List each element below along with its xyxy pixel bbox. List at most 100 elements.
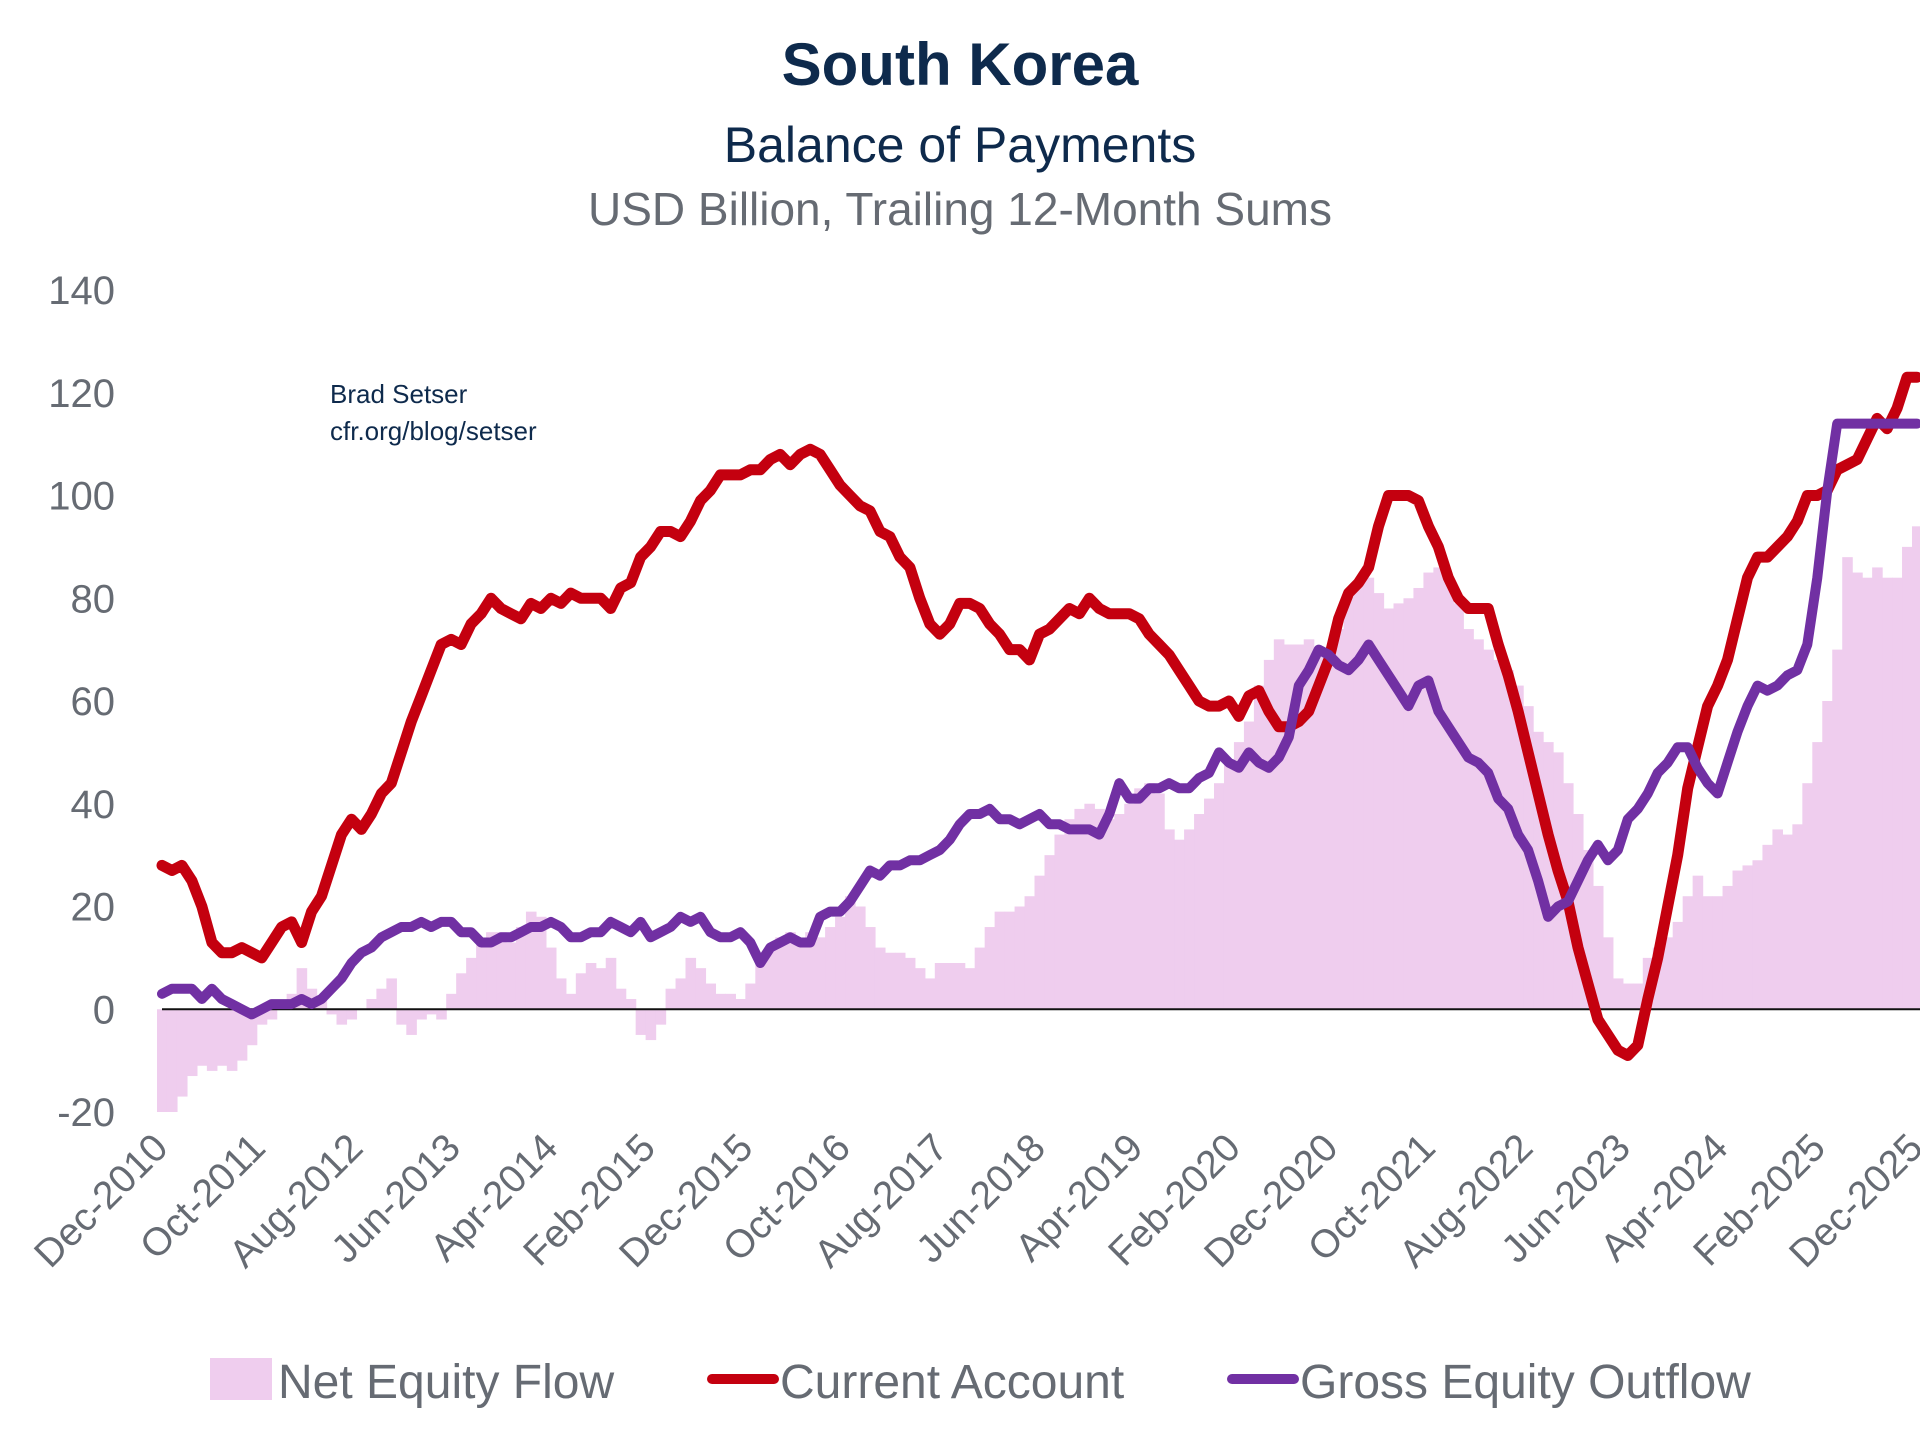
net-equity-flow-bar [1433,567,1444,1010]
net-equity-flow-bar [456,973,467,1010]
x-axis: Dec-2010Oct-2011Aug-2012Jun-2013Apr-2014… [26,1126,1920,1276]
net-equity-flow-bar [1682,896,1694,1010]
net-equity-flow-bar [1712,896,1724,1010]
net-equity-flow-bar [1453,603,1464,1010]
net-equity-flow-bar [466,957,477,1010]
annotation-author: Brad Setser [330,379,468,409]
net-equity-flow-bar [226,1009,238,1071]
net-equity-flow-bar [825,927,836,1010]
net-equity-flow-bar [1014,906,1026,1010]
net-equity-flow-bar [665,988,677,1010]
net-equity-flow-bar [685,957,697,1010]
net-equity-flow-bar [894,952,906,1010]
net-equity-flow-bar [884,952,896,1010]
net-equity-flow-bar [336,1009,348,1025]
net-equity-flow-bar [1612,978,1624,1010]
net-equity-flow-bar [904,957,916,1010]
net-equity-flow-bar [735,998,746,1010]
net-equity-flow-bar [645,1009,657,1041]
net-equity-flow-bar [1572,814,1584,1010]
net-equity-flow-bar [1134,788,1145,1010]
chart-units: USD Billion, Trailing 12-Month Sums [588,183,1332,235]
net-equity-flow-bar [1493,659,1504,1010]
net-equity-flow-bar [994,911,1006,1010]
net-equity-flow-bar [1622,983,1634,1010]
net-equity-flow-bar [715,993,726,1010]
net-equity-flow-bar [974,947,986,1010]
net-equity-flow-bar [1323,659,1335,1010]
y-tick-label: 40 [71,783,116,827]
net-equity-flow-bar [376,988,387,1010]
net-equity-flow-bar [1752,860,1764,1010]
net-equity-flow-bar [246,1009,258,1046]
net-equity-flow-bar [1253,685,1265,1010]
net-equity-flow-bar [745,983,756,1010]
net-equity-flow-bar [436,1009,447,1020]
net-equity-flow-bar [595,968,607,1010]
net-equity-flow-bar [835,916,846,1010]
net-equity-flow-bar [565,993,577,1010]
net-equity-flow-bar [635,1009,647,1035]
net-equity-flow-bar [1862,577,1873,1010]
net-equity-flow-bar [815,937,826,1010]
net-equity-flow-bar [964,968,976,1010]
net-equity-flow-bar [396,1009,407,1025]
net-equity-flow-bar [1802,783,1813,1010]
net-equity-flow-bar [1164,829,1175,1010]
net-equity-flow-bar [1543,742,1554,1010]
net-equity-flow-bar [515,927,527,1010]
net-equity-flow-bar [535,916,547,1010]
net-equity-flow-bar [1034,875,1046,1010]
y-tick-label: 100 [48,475,115,519]
net-equity-flow-bar [1423,572,1434,1010]
net-equity-flow-bar [236,1009,248,1061]
net-equity-flow-bar [525,911,537,1010]
net-equity-flow-bar [1762,844,1774,1010]
net-equity-flow-bar [1174,839,1185,1010]
net-equity-flow-bar [1722,885,1734,1010]
net-equity-flow-bar [1443,577,1454,1010]
net-equity-flow-bar [625,998,637,1010]
y-tick-label: -20 [57,1091,115,1135]
net-equity-flow-bar [675,978,687,1010]
net-equity-flow-bar [1283,644,1295,1010]
net-equity-flow-bar [1852,572,1863,1010]
y-tick-label: 140 [48,269,115,313]
net-equity-flow-bar [186,1009,198,1077]
net-equity-flow-bar [1214,783,1225,1010]
net-equity-flow-bar [1144,783,1155,1010]
net-equity-flow-bar [1662,937,1674,1010]
net-equity-flow-bar [874,947,886,1010]
net-equity-flow-bar [1632,983,1644,1010]
y-tick-label: 120 [48,372,115,416]
net-equity-flow-bar [1902,546,1913,1010]
net-equity-flow-bar [845,896,856,1010]
net-equity-flow-bar [1383,608,1395,1010]
net-equity-flow-bar [1842,557,1853,1010]
net-equity-flow-bar [416,1009,427,1020]
net-equity-flow-bar [575,973,587,1010]
net-equity-flow-bar [486,932,497,1010]
net-equity-flow-bar [1223,762,1235,1010]
net-equity-flow-bar [1812,742,1823,1010]
y-tick-label: 0 [93,988,115,1032]
net-equity-flow-bar [1184,829,1195,1010]
net-equity-flow-bar [1702,896,1714,1010]
net-equity-flow-bar [865,927,876,1010]
legend-swatch-net-equity-flow [210,1358,272,1400]
net-equity-flow-bar [1333,629,1345,1010]
net-equity-flow-bar [1054,834,1066,1010]
net-equity-flow-bar [1792,824,1803,1010]
net-equity-flow-bar [176,1009,188,1097]
legend-label: Current Account [780,1356,1124,1409]
net-equity-flow-bar [1353,582,1365,1010]
chart-subtitle: Balance of Payments [724,117,1197,173]
net-equity-flow-bar [1373,593,1385,1010]
net-equity-flow-bar [1692,875,1704,1010]
net-equity-flow-bar [1084,803,1095,1010]
net-equity-flow-bar [1303,639,1315,1010]
legend-label: Net Equity Flow [278,1356,614,1409]
net-equity-flow-bar [705,983,717,1010]
net-equity-flow-bar [386,978,397,1010]
